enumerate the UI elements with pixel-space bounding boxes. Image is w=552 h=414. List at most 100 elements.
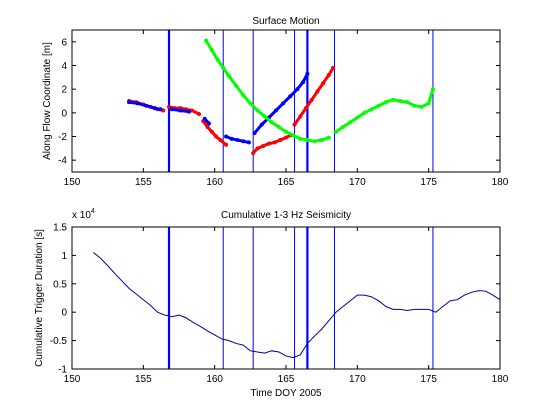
seismicity-xticks: 150 155 160 165 170 175 180: [64, 227, 509, 385]
surface-motion-yticks: -4 -2 0 2 4 6: [58, 37, 500, 167]
surface-motion-point-11-13: [426, 101, 431, 106]
surface-motion-ytick-label-4: 4: [61, 61, 67, 72]
surface-motion-point-10-18: [326, 135, 331, 140]
surface-motion-point-10-15: [305, 138, 310, 143]
surface-motion-point-10-1: [209, 48, 214, 53]
surface-motion-title: Surface Motion: [252, 16, 319, 27]
surface-motion-point-4-7: [331, 65, 336, 70]
surface-motion-point-3-3: [266, 141, 271, 146]
surface-motion-point-3-2: [261, 143, 266, 148]
surface-motion-point-3-0: [251, 151, 256, 156]
surface-motion-point-8-4: [246, 140, 251, 145]
surface-motion-point-11-6: [376, 103, 381, 108]
seismicity-exponent-value: 4: [91, 208, 95, 215]
surface-motion-point-3-4: [272, 140, 277, 145]
seismicity-ytick-label-4: 1: [61, 251, 67, 262]
surface-motion-xtick-label-3: 165: [278, 177, 295, 188]
surface-motion-ytick-label-0: -4: [58, 156, 67, 167]
seismicity-xtick-label-3: 165: [278, 374, 295, 385]
surface-motion-point-11-4: [362, 110, 367, 115]
surface-motion-point-11-14: [430, 87, 435, 92]
surface-motion-point-8-2: [235, 138, 240, 143]
surface-motion-point-2-1: [205, 125, 210, 130]
surface-motion-point-4-3: [309, 97, 314, 102]
surface-motion-point-4-2: [303, 106, 308, 111]
surface-motion-xticks: 150 155 160 165 170 175 180: [64, 30, 509, 188]
surface-motion-point-11-12: [419, 104, 424, 109]
surface-motion-xtick-label-6: 180: [492, 177, 509, 188]
surface-motion-point-11-10: [405, 100, 410, 105]
seismicity-ytick-label-0: -1: [58, 365, 67, 376]
surface-motion-point-11-11: [412, 103, 417, 108]
surface-motion-point-10-14: [298, 136, 303, 141]
surface-motion-point-11-9: [398, 99, 403, 103]
surface-motion-event-lines: [167, 30, 434, 172]
surface-motion-ytick-label-1: -2: [58, 132, 67, 143]
surface-motion-ytick-label-2: 0: [61, 108, 67, 119]
surface-motion-point-7-0: [202, 116, 207, 121]
surface-motion-xtick-label-2: 160: [206, 177, 223, 188]
surface-motion-point-4-6: [326, 72, 331, 77]
surface-motion-point-2-3: [214, 134, 219, 139]
surface-motion-point-5-4: [158, 107, 163, 112]
surface-motion-point-10-7: [248, 101, 253, 106]
surface-motion-xtick-label-4: 170: [349, 177, 366, 188]
surface-motion-point-6-2: [186, 109, 191, 114]
surface-motion-point-10-8: [255, 108, 260, 113]
surface-motion-point-2-2: [209, 129, 214, 134]
surface-motion-point-4-1: [298, 114, 303, 119]
seismicity-yticks: -1 -0.5 0 0.5 1 1.5: [50, 223, 500, 376]
seismicity-xtick-label-5: 175: [420, 374, 437, 385]
surface-motion-point-6-0: [169, 107, 174, 112]
surface-motion-point-9-1: [259, 122, 264, 127]
surface-motion-point-10-4: [226, 74, 231, 79]
seismicity-ytick-label-1: -0.5: [50, 336, 68, 347]
surface-motion-point-5-0: [127, 100, 132, 105]
seismicity-ytick-label-5: 1.5: [53, 223, 67, 234]
surface-motion-point-11-5: [369, 107, 374, 112]
surface-motion-point-3-6: [284, 135, 288, 140]
surface-motion-point-11-0: [333, 129, 338, 134]
surface-motion-point-5-3: [152, 106, 157, 111]
surface-motion-point-11-3: [355, 115, 360, 120]
seismicity-exponent-base: x 10: [72, 210, 91, 221]
surface-motion-point-10-0: [204, 38, 209, 43]
surface-motion-series: [127, 38, 435, 156]
surface-motion-point-8-0: [224, 134, 229, 139]
seismicity-xtick-label-4: 170: [349, 374, 366, 385]
seismicity-xtick-label-6: 180: [492, 374, 509, 385]
surface-motion-ytick-label-3: 2: [61, 85, 67, 96]
surface-motion-point-6-1: [178, 108, 183, 113]
surface-motion-point-11-7: [383, 100, 388, 105]
surface-motion-point-7-1: [206, 121, 211, 126]
surface-motion-point-3-5: [278, 138, 283, 143]
surface-motion-point-10-11: [276, 125, 281, 130]
seismicity-xtick-label-1: 155: [135, 374, 152, 385]
surface-motion-point-4-5: [321, 81, 326, 86]
surface-motion-point-3-1: [255, 146, 260, 151]
seismicity-xtick-label-0: 150: [64, 374, 81, 385]
surface-motion-point-9-7: [301, 80, 306, 85]
surface-motion-point-10-16: [312, 139, 317, 144]
seismicity-ytick-label-2: 0: [61, 308, 67, 319]
surface-motion-point-10-17: [319, 138, 324, 143]
surface-motion-xtick-label-1: 155: [135, 177, 152, 188]
surface-motion-point-11-2: [348, 120, 353, 125]
surface-motion-point-10-3: [221, 65, 226, 70]
seismicity-xlabel: Time DOY 2005: [250, 388, 322, 399]
surface-motion-point-4-4: [315, 89, 320, 94]
surface-motion-point-9-5: [288, 94, 293, 99]
surface-motion-point-2-4: [218, 138, 223, 143]
surface-motion-point-8-3: [241, 139, 246, 144]
surface-motion-point-10-13: [291, 133, 296, 138]
surface-motion-point-10-2: [215, 57, 220, 62]
seismicity-exponent-label: x 104: [72, 208, 95, 221]
surface-motion-point-5-2: [144, 103, 149, 108]
surface-motion-point-4-0: [292, 122, 297, 127]
surface-motion-point-10-6: [241, 93, 246, 98]
seismicity-title: Cumulative 1-3 Hz Seismicity: [221, 210, 351, 221]
surface-motion-ytick-label-5: 6: [61, 37, 67, 48]
surface-motion-point-9-0: [252, 130, 257, 135]
